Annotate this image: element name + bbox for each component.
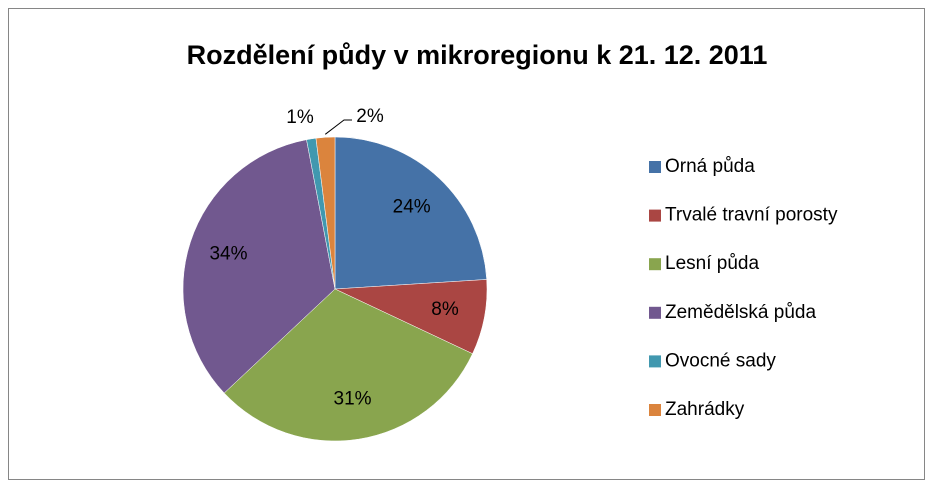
data-label: 34% — [209, 243, 247, 264]
data-label: 8% — [431, 299, 459, 320]
legend-swatch — [649, 404, 661, 416]
legend-label: Zemědělská půda — [665, 302, 816, 323]
chart-title: Rozdělení půdy v mikroregionu k 21. 12. … — [187, 40, 768, 70]
legend-label: Zahrádky — [665, 399, 745, 420]
data-label: 24% — [393, 196, 431, 217]
legend-swatch — [649, 306, 661, 319]
legend-swatch — [649, 161, 661, 173]
pie-slice — [315, 136, 336, 290]
legend-swatch — [649, 209, 661, 222]
data-label: 31% — [334, 389, 372, 410]
legend-label: Orná půda — [665, 156, 755, 177]
data-label: 1% — [286, 107, 314, 128]
pie-slice — [223, 288, 473, 442]
legend-swatch — [649, 355, 661, 368]
pie-slice — [334, 136, 487, 290]
pie-slice — [182, 139, 336, 394]
legend-label: Trvalé travní porosty — [665, 205, 838, 226]
legend-swatch — [649, 258, 661, 271]
data-label: 2% — [356, 106, 384, 127]
legend-label: Ovocné sady — [665, 350, 776, 371]
leader-line — [324, 119, 352, 135]
legend-label: Lesní půda — [665, 253, 759, 274]
